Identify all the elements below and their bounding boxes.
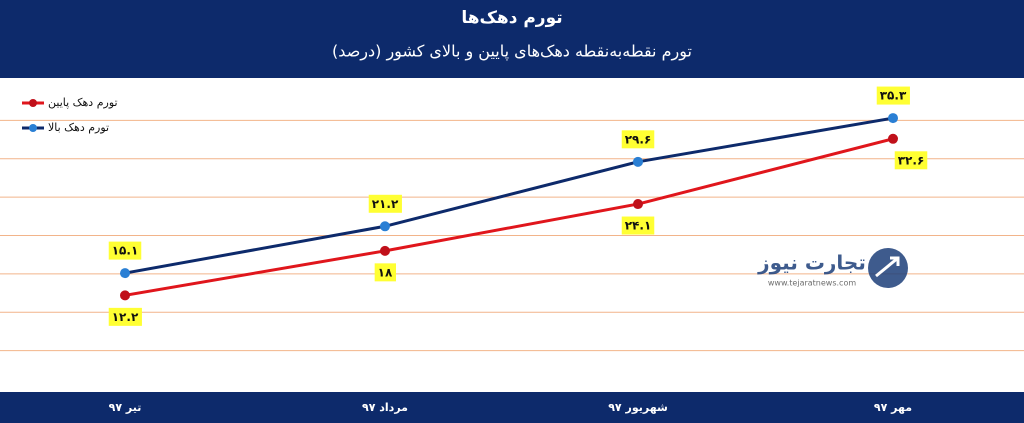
data-label-text: ۱۸ [378,265,393,279]
data-label: ۳۲.۶ [894,151,928,170]
data-point [380,221,390,232]
data-label: ۲۱.۲ [368,194,402,213]
footer-band [0,392,1024,423]
chart-subtitle: تورم نقطه‌به‌نقطه دهک‌های پایین و بالای … [332,42,692,62]
legend-label: تورم دهک بالا [48,121,109,134]
data-point [888,113,898,124]
data-label-bg [876,86,910,105]
data-label: ۱۵.۱ [108,241,142,260]
data-label-bg [621,216,655,235]
watermark-url: www.tejaratnews.com [768,279,856,288]
data-label-text: ۳۵.۳ [880,89,907,103]
watermark: تجارت نیوز www.tejaratnews.com [757,248,908,288]
x-tick-label: تیر ۹۷ [109,401,142,414]
data-point [633,199,643,210]
data-label: ۳۵.۳ [876,86,910,105]
data-point [120,268,130,279]
data-label-bg [894,151,928,170]
data-point [380,245,390,256]
legend-marker [29,99,37,107]
data-label: ۲۹.۶ [621,130,655,149]
data-label-text: ۱۵.۱ [112,244,139,258]
x-tick-label: مهر ۹۷ [874,401,912,414]
series-line [124,116,894,275]
chart-title: تورم دهک‌ها [461,8,562,28]
series-line [124,137,894,297]
data-label-text: ۲۱.۲ [372,197,399,211]
data-label: ۱۲.۲ [108,307,142,326]
x-tick-label: مرداد ۹۷ [362,401,408,414]
data-label-bg [621,130,655,149]
legend-marker [29,124,37,132]
watermark-name: تجارت نیوز [757,251,866,275]
data-label-bg [108,307,142,326]
data-label-text: ۱۲.۲ [112,310,139,324]
data-label: ۱۸ [374,263,396,282]
data-point [888,133,898,144]
data-label-text: ۳۲.۶ [898,153,925,167]
data-label-text: ۲۹.۶ [625,132,652,146]
data-label-bg [368,194,402,213]
data-label-text: ۲۴.۱ [625,219,652,233]
data-point [633,156,643,167]
data-label-bg [374,263,396,282]
data-point [120,290,130,301]
data-label: ۲۴.۱ [621,216,655,235]
header-band [0,0,1024,78]
x-tick-label: شهریور ۹۷ [608,401,668,414]
logo-arrow [875,256,900,278]
legend-label: تورم دهک پایین [48,96,118,109]
data-label-bg [108,241,142,260]
